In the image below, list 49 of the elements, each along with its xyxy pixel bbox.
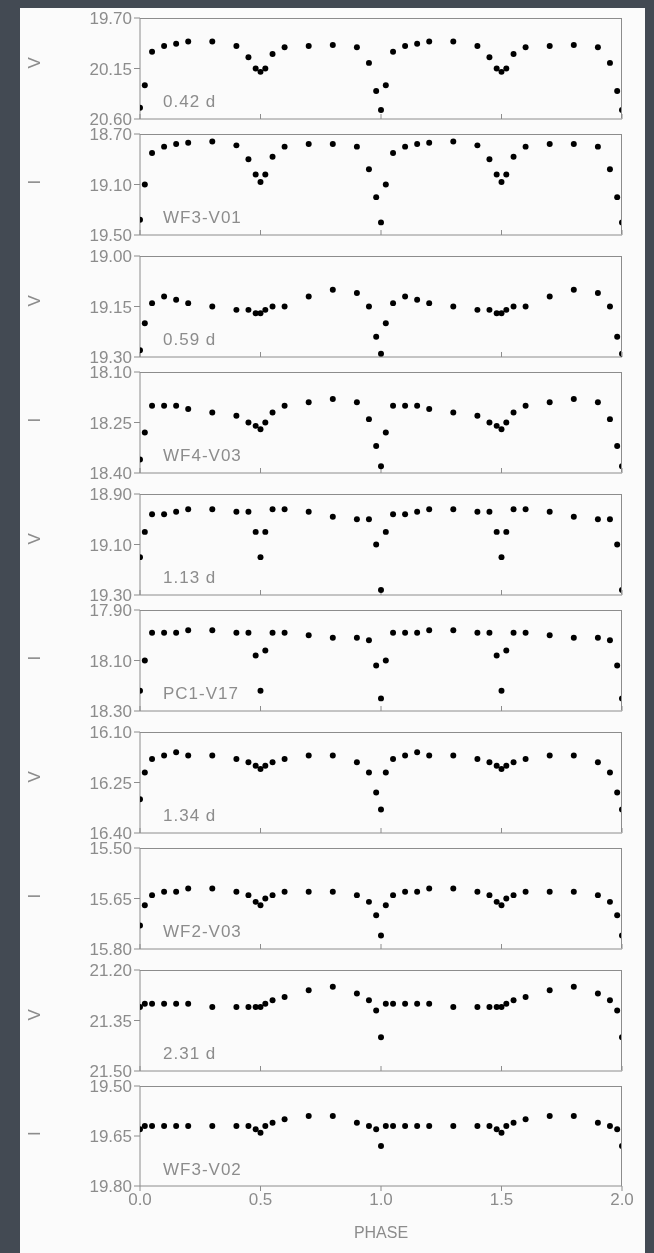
y-axis-title: V (25, 532, 45, 545)
annotation: WF4-V03 (163, 446, 242, 466)
annotation: WF3-V02 (163, 1160, 242, 1180)
annotation: 1.34 d (163, 806, 217, 826)
y-tick-label: 16.10 (89, 723, 132, 743)
annotation: PC1-V17 (163, 684, 239, 704)
y-tick-label: 19.50 (89, 226, 132, 246)
y-tick-label: 19.10 (89, 175, 132, 195)
y-tick-label: 16.25 (89, 773, 132, 793)
y-tick-label: 18.10 (89, 651, 132, 671)
annotation: WF2-V03 (163, 922, 242, 942)
x-tick-label: 1.0 (369, 1190, 393, 1210)
y-tick-label: 19.00 (89, 247, 132, 267)
annotation: WF3-V01 (163, 208, 242, 228)
x-axis-title: PHASE (353, 1224, 409, 1241)
y-tick-label: 19.50 (89, 1077, 132, 1097)
y-tick-label: 19.70 (89, 9, 132, 29)
annotation: 0.59 d (163, 330, 217, 350)
y-tick-label: 18.90 (89, 485, 132, 505)
y-axis-title: V (25, 56, 45, 69)
y-tick-label: 19.15 (89, 297, 132, 317)
y-tick-label: 18.10 (89, 363, 132, 383)
x-tick-label: 0.5 (248, 1190, 273, 1210)
x-tick-label: 1.5 (489, 1190, 514, 1210)
y-axis-title: I (25, 179, 45, 185)
y-tick-label: 19.65 (89, 1127, 132, 1147)
x-tick-label: 2.0 (610, 1190, 634, 1210)
y-tick-label: 18.70 (89, 125, 132, 145)
annotation: 0.42 d (163, 92, 217, 112)
y-tick-label: 21.20 (89, 961, 132, 981)
y-axis-title: I (25, 655, 45, 661)
y-tick-label: 19.10 (89, 535, 132, 555)
y-tick-label: 21.35 (89, 1011, 132, 1031)
y-tick-label: 15.80 (89, 940, 132, 960)
y-axis-title: V (25, 1008, 45, 1021)
annotation: 2.31 d (163, 1044, 217, 1064)
y-tick-label: 17.90 (89, 601, 132, 621)
y-axis-title: V (25, 770, 45, 783)
y-axis-title: I (25, 1131, 45, 1136)
y-tick-label: 18.25 (89, 413, 132, 433)
y-tick-label: 18.40 (89, 464, 132, 484)
annotation: 1.13 d (163, 568, 217, 588)
y-axis-title: I (25, 893, 45, 899)
y-tick-label: 20.15 (89, 59, 132, 79)
y-axis-title: I (25, 417, 45, 423)
y-tick-label: 15.50 (89, 839, 132, 859)
y-tick-label: 15.65 (89, 889, 132, 909)
y-axis-title: V (25, 294, 45, 307)
y-tick-label: 18.30 (89, 702, 132, 722)
